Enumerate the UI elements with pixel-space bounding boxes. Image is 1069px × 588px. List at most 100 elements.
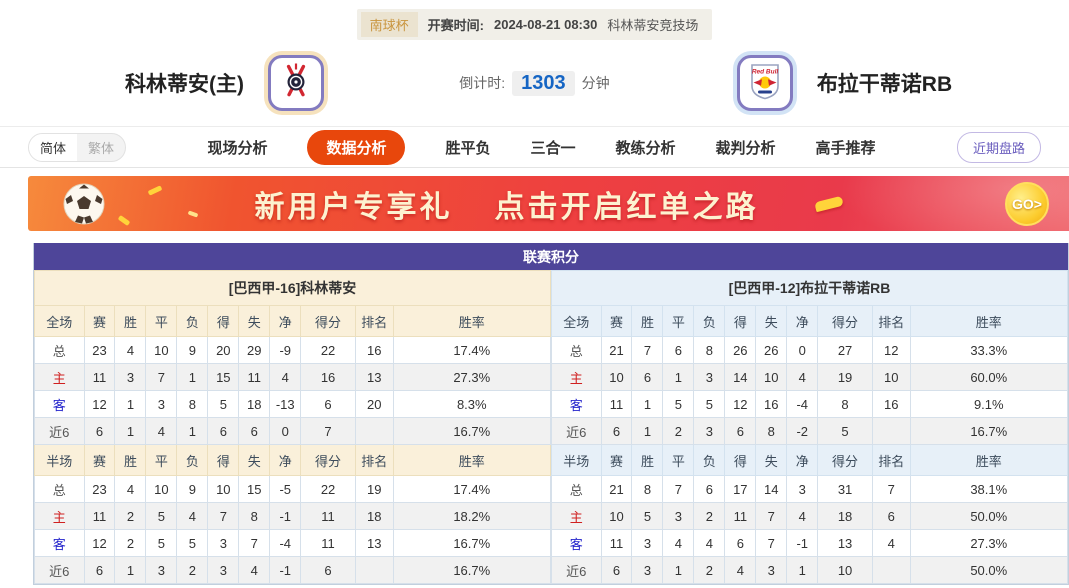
stat-cell xyxy=(871,417,911,445)
stat-cell: 1 xyxy=(662,363,695,391)
column-header: 失 xyxy=(755,444,788,476)
stat-cell: 5 xyxy=(693,390,726,418)
stat-cell: 23 xyxy=(83,475,116,503)
stat-cell: 18 xyxy=(817,502,873,530)
column-header: 得 xyxy=(724,305,757,337)
corinthians-crest-icon xyxy=(276,61,316,106)
stat-cell: 50.0% xyxy=(909,502,1069,530)
stat-cell: 6 xyxy=(724,417,757,445)
recent-trends-button[interactable]: 近期盘路 xyxy=(956,131,1041,163)
stat-cell: 5 xyxy=(176,529,209,557)
tab-win-draw-loss[interactable]: 胜平负 xyxy=(445,139,491,157)
row-label: 客 xyxy=(551,390,602,418)
tab-expert-picks[interactable]: 高手推荐 xyxy=(815,139,876,157)
stat-row: 近6 6 1 3 2 3 4 -1 6 16.7% xyxy=(34,556,552,584)
stat-cell: 6 xyxy=(631,363,664,391)
stat-cell: 0 xyxy=(269,417,302,445)
stat-cell: 8.3% xyxy=(392,390,552,418)
stat-cell: 1 xyxy=(631,390,664,418)
swoosh-decoration xyxy=(813,195,844,212)
column-header: 排名 xyxy=(871,305,911,337)
tab-data-analysis[interactable]: 数据分析 xyxy=(307,129,406,165)
stat-cell: 3 xyxy=(207,556,240,584)
stat-cell: 5 xyxy=(207,390,240,418)
stat-row: 总 23 4 10 9 10 15 -5 22 19 17.4% xyxy=(34,475,552,503)
lang-traditional[interactable]: 繁体 xyxy=(88,140,115,156)
stat-cell: 15 xyxy=(207,363,240,391)
stat-cell: 4 xyxy=(176,502,209,530)
stat-cell: 60.0% xyxy=(909,363,1069,391)
stat-cell: 6 xyxy=(724,529,757,557)
stat-cell: -5 xyxy=(269,475,302,503)
stat-cell: 6 xyxy=(238,417,271,445)
stat-cell: 17.4% xyxy=(392,475,552,503)
column-header: 胜率 xyxy=(909,305,1069,337)
stat-cell: 4 xyxy=(786,363,819,391)
stat-row: 近6 6 3 1 2 4 3 1 10 50.0% xyxy=(551,556,1069,584)
stat-cell: 22 xyxy=(300,336,356,364)
stat-cell: 4 xyxy=(871,529,911,557)
stat-cell: 20 xyxy=(207,336,240,364)
column-header: 得 xyxy=(207,305,240,337)
stat-cell: 16 xyxy=(871,390,911,418)
stat-cell: 4 xyxy=(662,529,695,557)
tab-referee-analysis[interactable]: 裁判分析 xyxy=(715,139,776,157)
stat-cell: 17.4% xyxy=(392,336,552,364)
nav-bar: 简体 繁体 现场分析 数据分析 胜平负 三合一 教练分析 裁判分析 高手推荐 近… xyxy=(0,126,1069,168)
stat-cell: 2 xyxy=(176,556,209,584)
countdown-value: 1303 xyxy=(512,70,575,96)
stat-cell: 5 xyxy=(631,502,664,530)
stat-cell: 4 xyxy=(269,363,302,391)
column-header: 赛 xyxy=(600,444,633,476)
stat-cell: 4 xyxy=(114,475,147,503)
stat-cell: -2 xyxy=(786,417,819,445)
stat-cell: 8 xyxy=(238,502,271,530)
stat-cell: 23 xyxy=(83,336,116,364)
home-score-table: [巴西甲-16]科林蒂安 全场赛胜平负得失净得分 排名 胜率总 23 4 10 9 20 29 -9… xyxy=(34,270,552,584)
full-time-header-row: 全场赛胜平负得失净得分 排名 胜率 xyxy=(34,305,552,337)
promo-banner[interactable]: 新用户专享礼 点击开启红单之路 GO> xyxy=(28,176,1069,231)
stat-cell: 16.7% xyxy=(392,529,552,557)
language-toggle[interactable]: 简体 繁体 xyxy=(28,132,127,162)
stat-row: 总 21 8 7 6 17 14 3 31 7 38.1% xyxy=(551,475,1069,503)
stat-cell: 12 xyxy=(83,390,116,418)
row-label: 总 xyxy=(551,336,602,364)
stat-cell: 1 xyxy=(114,556,147,584)
half-time-header-row: 半场赛胜平负得失净得分 排名 胜率 xyxy=(34,444,552,476)
stat-cell: 10 xyxy=(145,475,178,503)
column-header: 赛 xyxy=(83,444,116,476)
column-header: 平 xyxy=(662,444,695,476)
tab-coach-analysis[interactable]: 教练分析 xyxy=(615,139,676,157)
away-team-logo: Red Bull xyxy=(736,55,793,111)
column-header: 负 xyxy=(176,305,209,337)
lang-simplified[interactable]: 简体 xyxy=(29,133,78,161)
countdown-unit: 分钟 xyxy=(581,75,610,91)
go-button[interactable]: GO> xyxy=(1005,181,1049,226)
away-league-table: [巴西甲-12]布拉干蒂诺RB 全场赛胜平负得失净得分 排名 胜率总 21 7 6 8 26 26… xyxy=(551,270,1069,584)
table-caption: 联赛积分 xyxy=(34,243,1068,270)
stat-cell: 16.7% xyxy=(392,556,552,584)
stat-cell: 1 xyxy=(631,417,664,445)
row-label: 客 xyxy=(551,529,602,557)
tab-three-in-one[interactable]: 三合一 xyxy=(530,139,576,157)
stat-cell: 12 xyxy=(83,529,116,557)
stat-cell: 5 xyxy=(145,529,178,557)
stat-cell xyxy=(871,556,911,584)
stat-cell: 16.7% xyxy=(909,417,1069,445)
stat-cell: 14 xyxy=(755,475,788,503)
stat-cell: 18 xyxy=(238,390,271,418)
column-header: 胜 xyxy=(631,444,664,476)
stat-cell: 10 xyxy=(871,363,911,391)
stat-cell: 1 xyxy=(176,417,209,445)
stat-cell: 0 xyxy=(786,336,819,364)
svg-text:Red Bull: Red Bull xyxy=(752,68,779,75)
stat-cell: 7 xyxy=(662,475,695,503)
stat-cell: 1 xyxy=(114,417,147,445)
stat-cell: 16 xyxy=(300,363,356,391)
stat-cell: 4 xyxy=(724,556,757,584)
stat-cell: 3 xyxy=(207,529,240,557)
column-header: 负 xyxy=(693,444,726,476)
full-time-header-row: 全场赛胜平负得失净得分 排名 胜率 xyxy=(551,305,1069,337)
column-header: 平 xyxy=(145,305,178,337)
tab-live-analysis[interactable]: 现场分析 xyxy=(207,139,268,157)
